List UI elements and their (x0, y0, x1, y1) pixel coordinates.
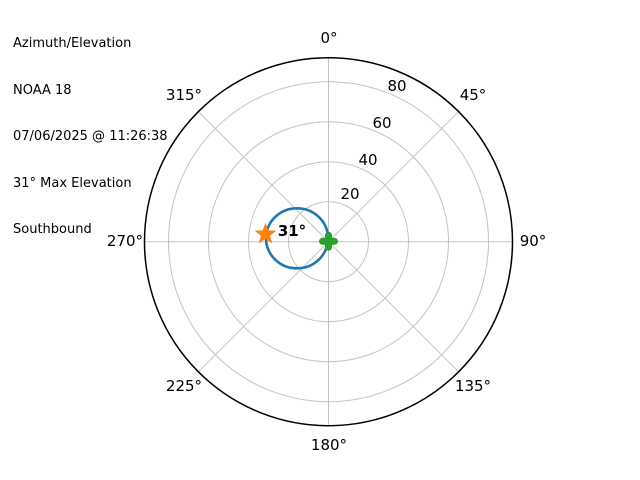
max-elevation-text: 31° Max Elevation (13, 175, 132, 191)
pass-timestamp: 07/06/2025 @ 11:26:38 (13, 129, 168, 144)
satellite-name: NOAA 18 (13, 82, 72, 98)
max-elevation-annotation: 31° (277, 222, 307, 240)
azimuth-label-90: 90° (519, 232, 547, 250)
elevation-label-20: 20 (340, 185, 360, 203)
azimuth-label-315: 315° (165, 86, 203, 104)
azimuth-label-45: 45° (459, 86, 487, 104)
ring-80 (168, 81, 489, 403)
azimuth-label-180: 180° (310, 436, 348, 454)
ring-20 (288, 201, 369, 283)
ring-60 (208, 121, 449, 363)
azimuth-label-135: 135° (454, 377, 492, 395)
pass-info-block: Azimuth/Elevation NOAA 18 07/06/2025 @ 1… (13, 5, 168, 269)
max-elevation-star-icon (254, 222, 277, 244)
elevation-label-60: 60 (372, 114, 392, 132)
elevation-label-40: 40 (358, 151, 378, 169)
ring-40 (248, 161, 409, 323)
elevation-label-80: 80 (387, 77, 407, 95)
pass-direction: Southbound (13, 222, 92, 237)
horizon-outer-circle (143, 56, 514, 427)
elevation-rings (168, 81, 489, 403)
azimuth-label-270: 270° (106, 232, 144, 250)
azimuth-label-0: 0° (320, 29, 338, 47)
azimuth-label-225: 225° (165, 377, 203, 395)
aos-clover-icon (319, 231, 338, 251)
plot-title: Azimuth/Elevation (13, 36, 132, 51)
